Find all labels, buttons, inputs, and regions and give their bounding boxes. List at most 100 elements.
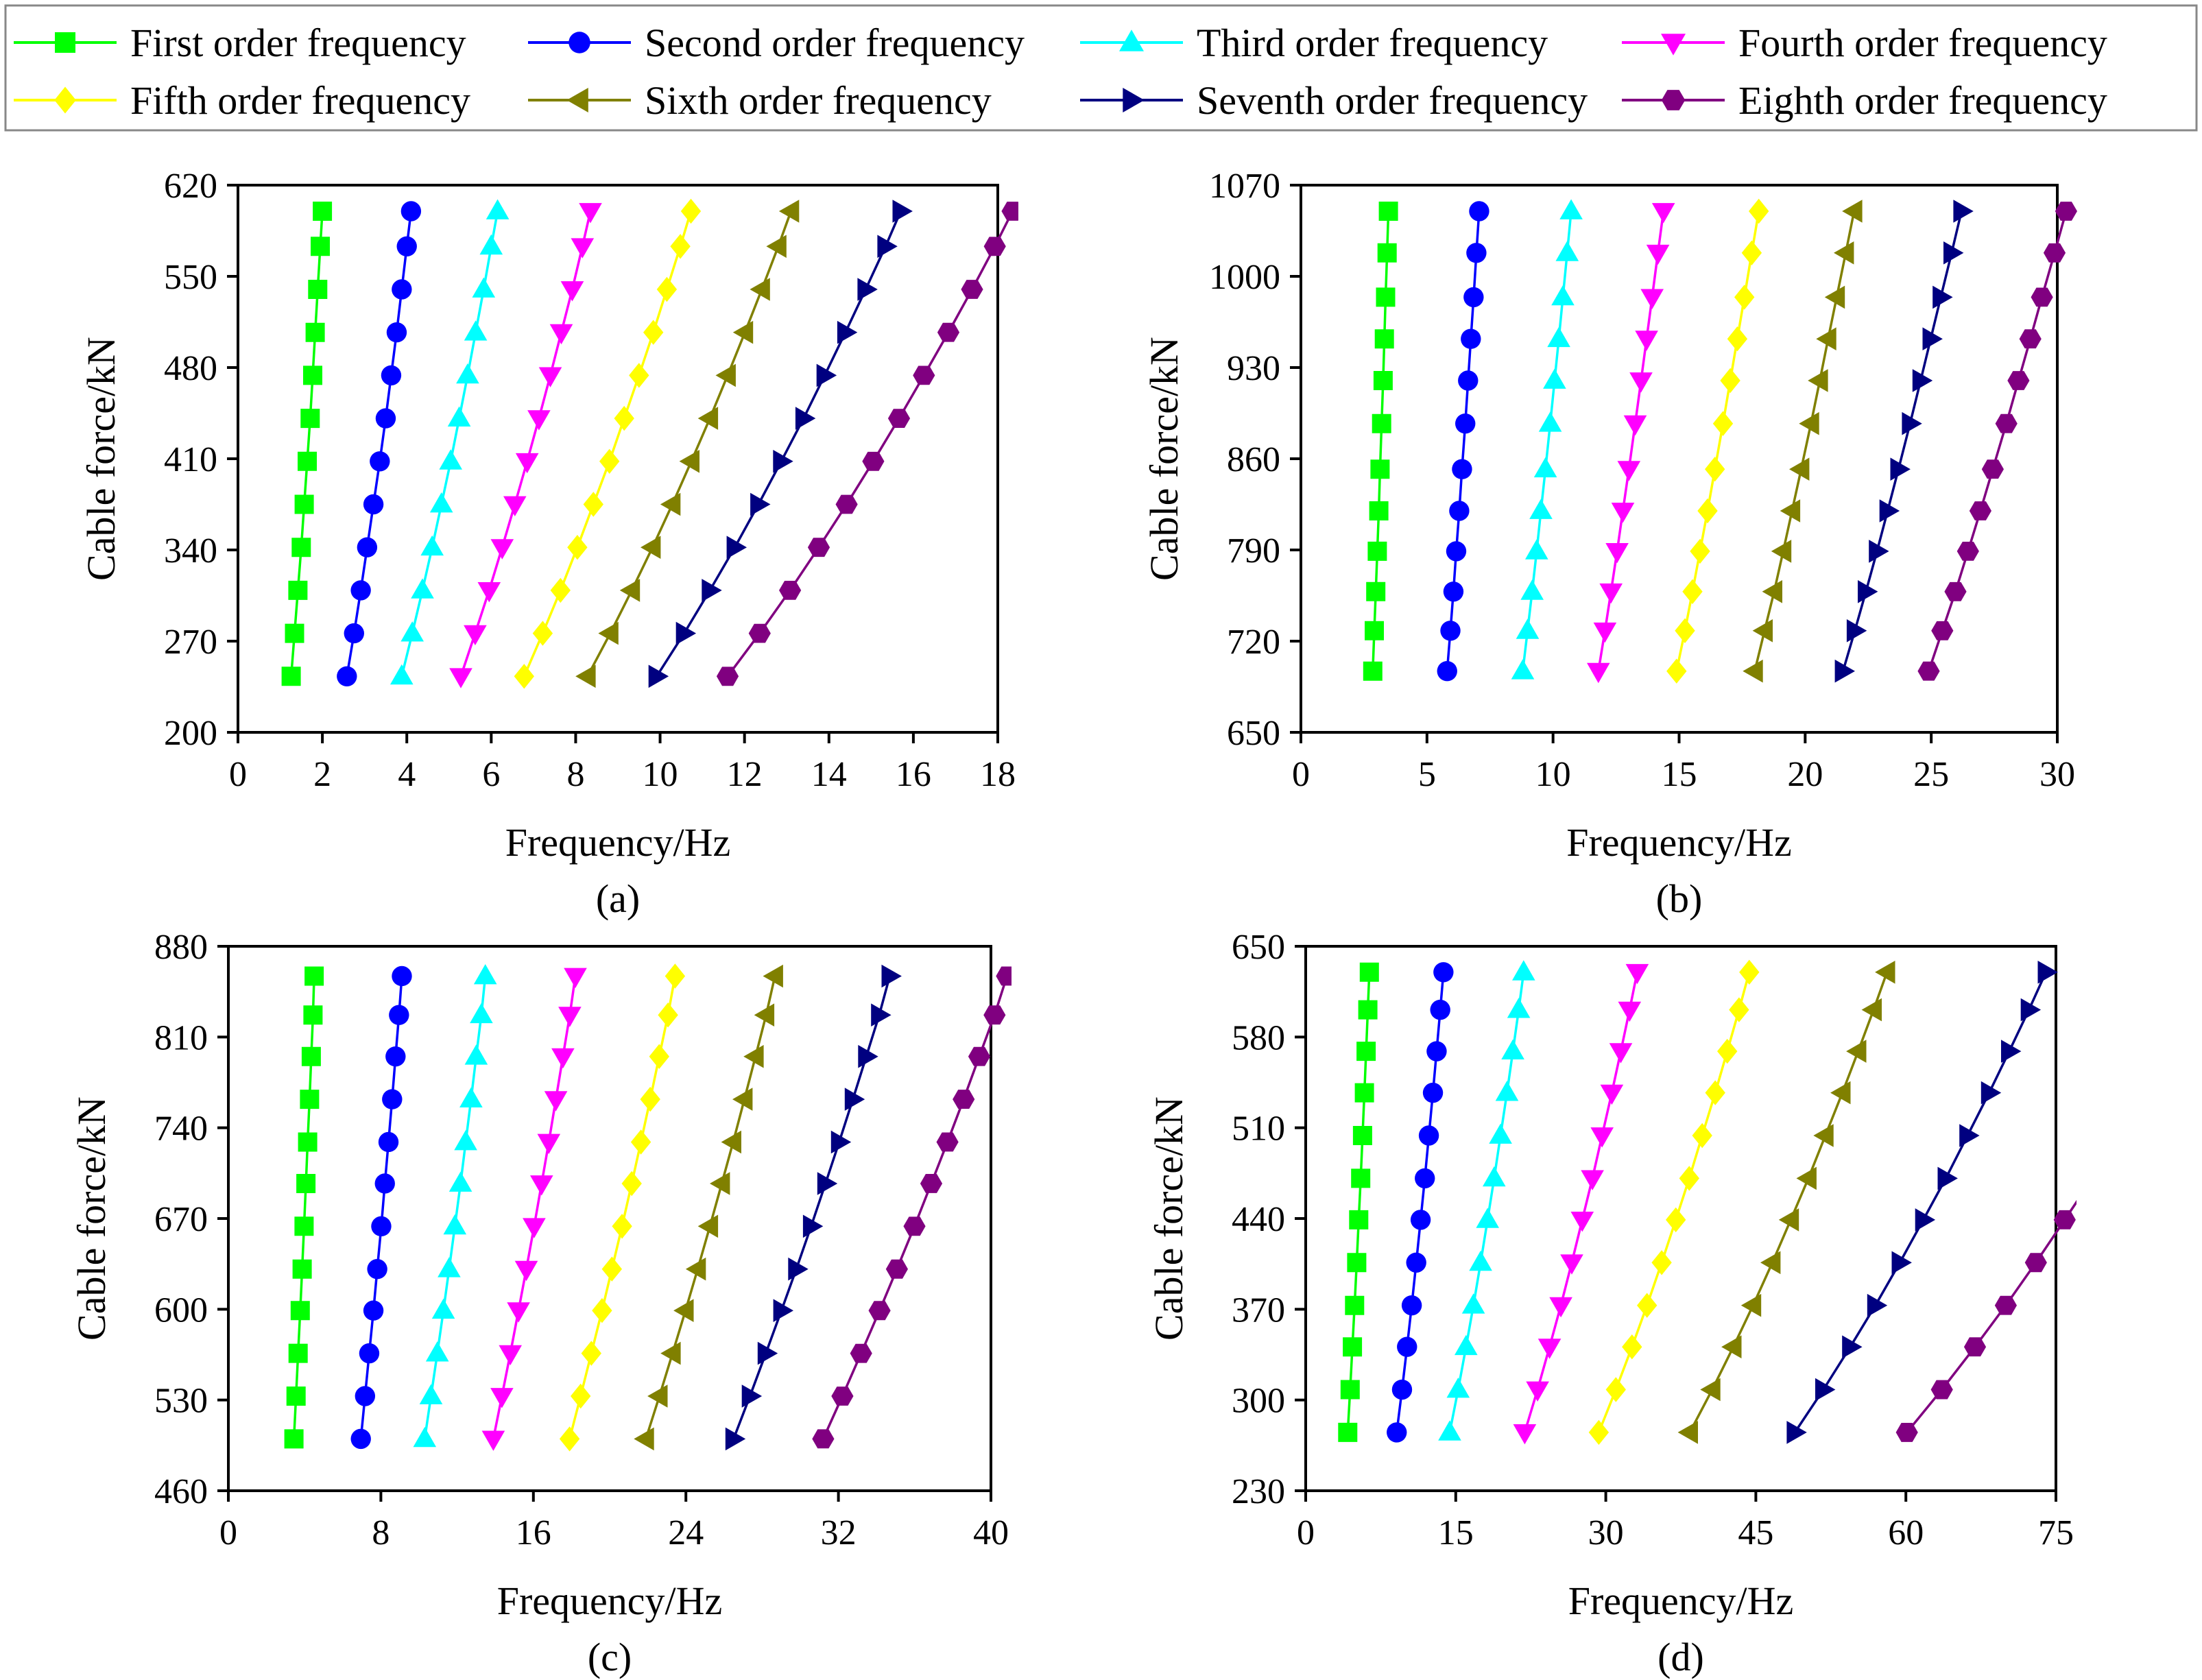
data-point: [726, 536, 747, 559]
data-point: [750, 278, 770, 301]
data-point: [1373, 371, 1393, 390]
series-sixth-order-frequency: [575, 200, 800, 688]
x-axis-title: Frequency/Hz: [505, 820, 731, 865]
data-point: [1830, 1081, 1851, 1105]
data-point: [1834, 659, 1855, 683]
data-point: [601, 1256, 622, 1282]
diamond-marker-icon: [54, 86, 76, 114]
data-point: [413, 1426, 437, 1448]
data-point: [1666, 658, 1687, 684]
data-point: [386, 322, 407, 343]
legend-label: Eighth order frequency: [1738, 78, 2107, 123]
x-tick-label: 40: [973, 1513, 1009, 1552]
data-point: [1560, 1254, 1583, 1275]
data-point: [357, 537, 378, 557]
data-point: [443, 1214, 467, 1235]
data-point: [1377, 243, 1397, 263]
data-point: [885, 1259, 908, 1279]
data-point: [1891, 1251, 1912, 1275]
panel-label: (d): [1658, 1635, 1704, 1679]
data-point: [537, 1133, 561, 1154]
data-point: [371, 1216, 392, 1237]
series-first-order-frequency: [281, 202, 333, 686]
data-point: [1917, 661, 1940, 681]
data-point: [464, 1044, 488, 1065]
data-point: [1349, 1210, 1369, 1229]
legend-label: Seventh order frequency: [1197, 78, 1588, 123]
data-point: [1501, 1039, 1524, 1059]
data-point: [1813, 1124, 1834, 1147]
data-point: [1651, 203, 1675, 224]
data-point: [1366, 581, 1386, 601]
data-point: [2055, 202, 2077, 221]
y-axis-title: Cable force/kN: [79, 337, 123, 581]
data-point: [300, 1090, 320, 1109]
plot-area: [1363, 198, 2077, 684]
y-tick-label: 440: [1232, 1200, 1285, 1239]
data-point: [549, 324, 573, 345]
data-point: [892, 200, 913, 223]
data-point: [560, 281, 584, 302]
data-point: [472, 277, 496, 298]
series-line: [645, 976, 776, 1439]
data-point: [1739, 959, 1760, 985]
data-point: [392, 965, 412, 987]
data-point: [1682, 579, 1703, 604]
data-point: [1356, 1042, 1376, 1061]
x-tick-label: 14: [811, 755, 847, 794]
data-point: [313, 202, 333, 221]
data-point: [773, 450, 793, 473]
data-point: [1354, 1083, 1374, 1103]
series-fourth-order-frequency: [1513, 963, 1649, 1445]
data-point: [2024, 1253, 2047, 1273]
data-point: [473, 964, 497, 985]
data-point: [1717, 1038, 1738, 1064]
data-point: [1391, 1379, 1413, 1400]
data-point: [1611, 503, 1635, 523]
data-point: [1372, 413, 1391, 433]
y-axis-title: Cable force/kN: [1142, 337, 1186, 581]
series-line: [292, 976, 315, 1439]
data-point: [567, 535, 588, 560]
data-point: [527, 410, 551, 431]
data-point: [514, 664, 534, 689]
data-point: [716, 667, 739, 686]
y-tick-label: 480: [164, 349, 217, 388]
data-point: [1449, 501, 1470, 521]
data-point: [290, 1301, 310, 1321]
data-point: [1618, 1001, 1642, 1022]
data-point: [1690, 538, 1710, 564]
data-point: [641, 536, 661, 559]
series-line: [1793, 972, 2047, 1433]
data-point: [311, 237, 330, 256]
data-point: [1617, 461, 1641, 481]
data-point: [732, 1088, 753, 1111]
data-point: [1461, 1293, 1485, 1314]
data-point: [1869, 540, 1889, 563]
data-point: [936, 1132, 959, 1152]
data-point: [1930, 1380, 1953, 1400]
data-point: [438, 1257, 461, 1277]
data-point: [298, 451, 317, 471]
data-point: [575, 664, 596, 688]
data-point: [599, 448, 620, 474]
data-point: [1458, 370, 1479, 391]
data-point: [530, 1175, 553, 1196]
data-point: [392, 279, 412, 300]
data-point: [1749, 198, 1769, 224]
data-point: [1543, 368, 1566, 389]
data-point: [355, 1386, 376, 1406]
x-tick-label: 45: [1738, 1513, 1773, 1552]
data-point: [673, 1299, 694, 1322]
data-point: [817, 1172, 838, 1195]
data-point: [363, 1300, 384, 1321]
data-point: [763, 964, 783, 988]
plot-frame: [227, 945, 992, 1492]
data-point: [837, 320, 858, 344]
data-point: [1875, 961, 1895, 984]
series-sixth-order-frequency: [1743, 200, 1863, 683]
data-point: [1867, 1293, 1888, 1317]
series-line: [1841, 211, 1963, 672]
series-fourth-order-frequency: [449, 203, 602, 688]
series-line: [586, 211, 793, 677]
